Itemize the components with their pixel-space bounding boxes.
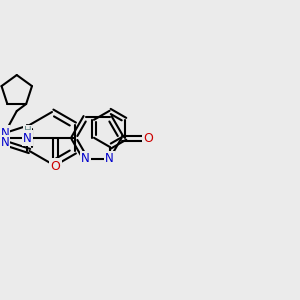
Text: N: N <box>23 131 32 145</box>
Text: N: N <box>105 152 114 165</box>
Text: H: H <box>24 126 32 136</box>
Text: O: O <box>144 131 154 145</box>
Text: O: O <box>51 160 61 172</box>
Text: N: N <box>81 152 90 165</box>
Text: N: N <box>0 136 9 149</box>
Text: N: N <box>0 127 9 140</box>
